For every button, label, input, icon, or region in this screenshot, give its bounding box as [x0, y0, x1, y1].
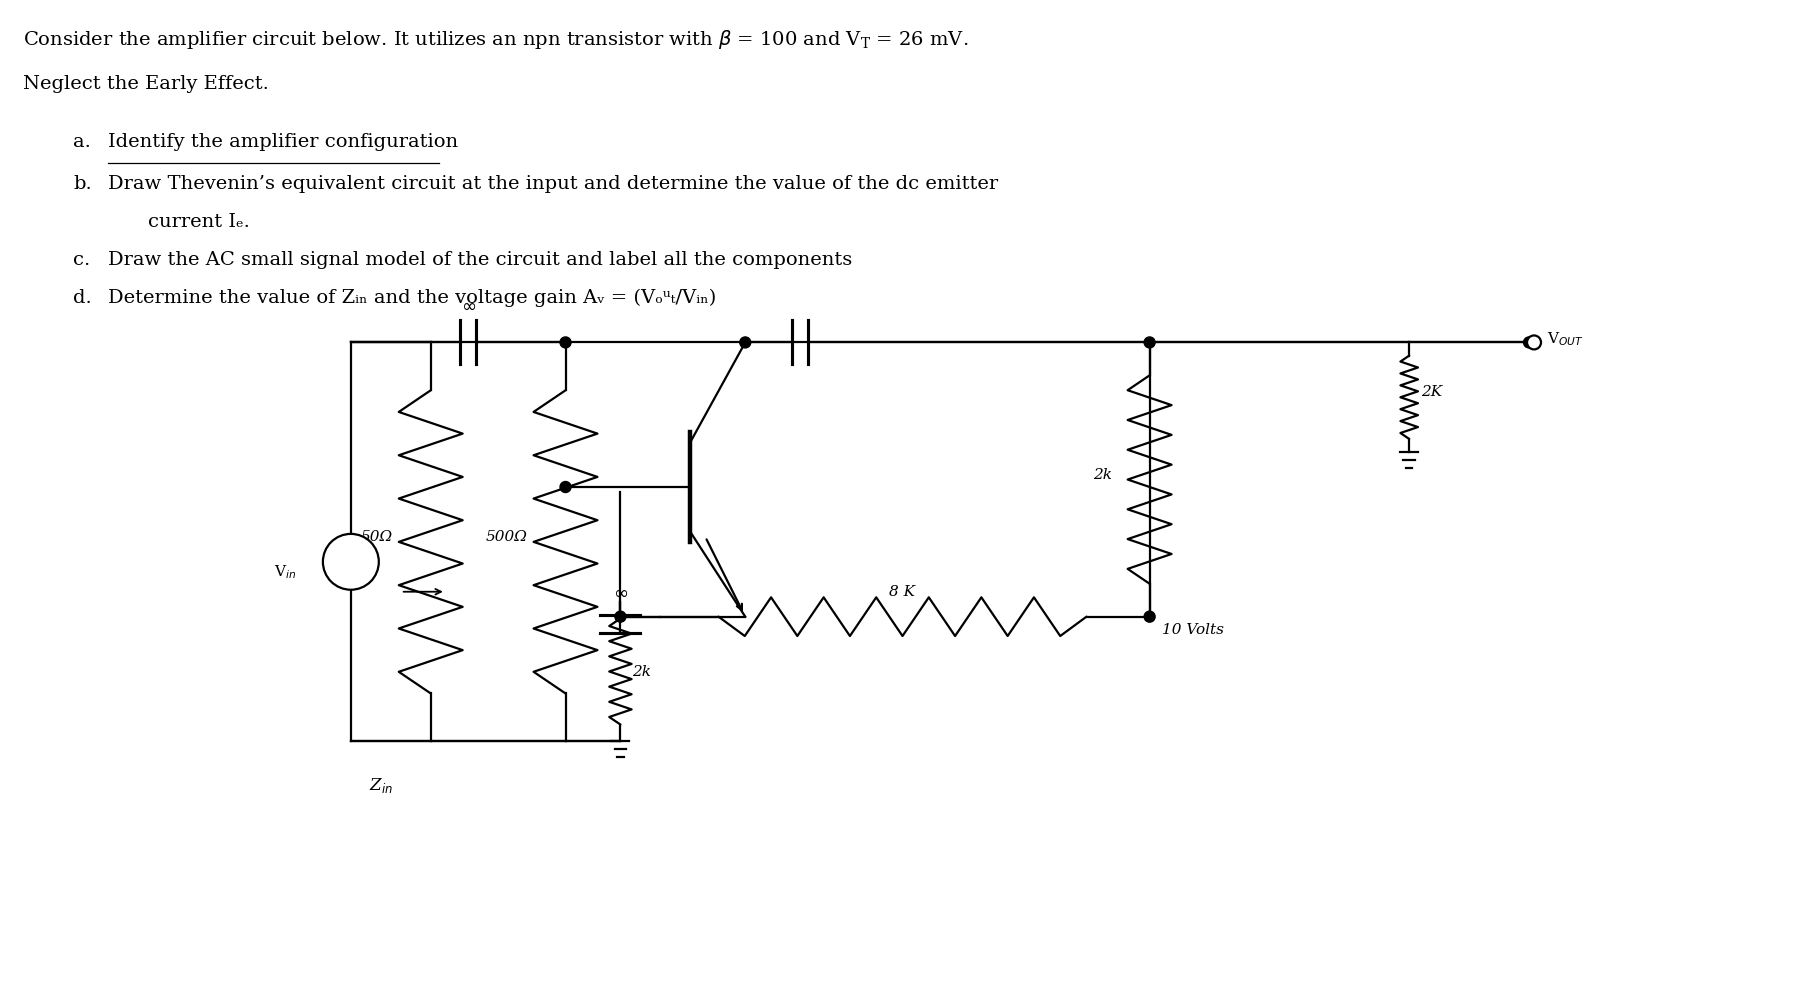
- Circle shape: [740, 337, 750, 348]
- Text: 2k: 2k: [633, 665, 651, 679]
- Text: Draw the AC small signal model of the circuit and label all the components: Draw the AC small signal model of the ci…: [108, 251, 853, 269]
- Text: Neglect the Early Effect.: Neglect the Early Effect.: [23, 75, 269, 93]
- Circle shape: [323, 534, 379, 589]
- Text: 2k: 2k: [1093, 467, 1111, 481]
- Text: 500Ω: 500Ω: [485, 530, 527, 544]
- Text: 8 K: 8 K: [889, 584, 915, 599]
- Text: current Iₑ.: current Iₑ.: [148, 213, 251, 231]
- Text: $\infty$: $\infty$: [613, 584, 628, 602]
- Circle shape: [1144, 337, 1155, 348]
- Circle shape: [615, 611, 626, 622]
- Circle shape: [559, 337, 572, 348]
- Circle shape: [559, 481, 572, 492]
- Text: V$_{in}$: V$_{in}$: [274, 562, 296, 580]
- Text: Draw Thevenin’s equivalent circuit at the input and determine the value of the d: Draw Thevenin’s equivalent circuit at th…: [108, 175, 998, 192]
- Text: 50Ω: 50Ω: [361, 530, 393, 544]
- Text: $\infty$: $\infty$: [460, 297, 476, 314]
- Text: Z$_{in}$: Z$_{in}$: [368, 776, 393, 796]
- Text: V$_{OUT}$: V$_{OUT}$: [1548, 330, 1584, 348]
- Text: b.: b.: [74, 175, 92, 192]
- Circle shape: [1526, 335, 1541, 349]
- Circle shape: [1144, 611, 1155, 622]
- Text: Consider the amplifier circuit below. It utilizes an npn transistor with $\beta$: Consider the amplifier circuit below. It…: [23, 29, 969, 52]
- Text: c.: c.: [74, 251, 90, 269]
- Text: 2K: 2K: [1422, 385, 1443, 400]
- Text: ~: ~: [345, 552, 357, 568]
- Circle shape: [1524, 337, 1535, 348]
- Text: Determine the value of Zᵢₙ and the voltage gain Aᵥ = (Vₒᵘₜ/Vᵢₙ): Determine the value of Zᵢₙ and the volta…: [108, 289, 716, 307]
- Text: a.: a.: [74, 133, 92, 151]
- Text: 10 Volts: 10 Volts: [1162, 623, 1223, 637]
- Text: d.: d.: [74, 289, 92, 307]
- Text: Identify the amplifier configuration: Identify the amplifier configuration: [108, 133, 458, 151]
